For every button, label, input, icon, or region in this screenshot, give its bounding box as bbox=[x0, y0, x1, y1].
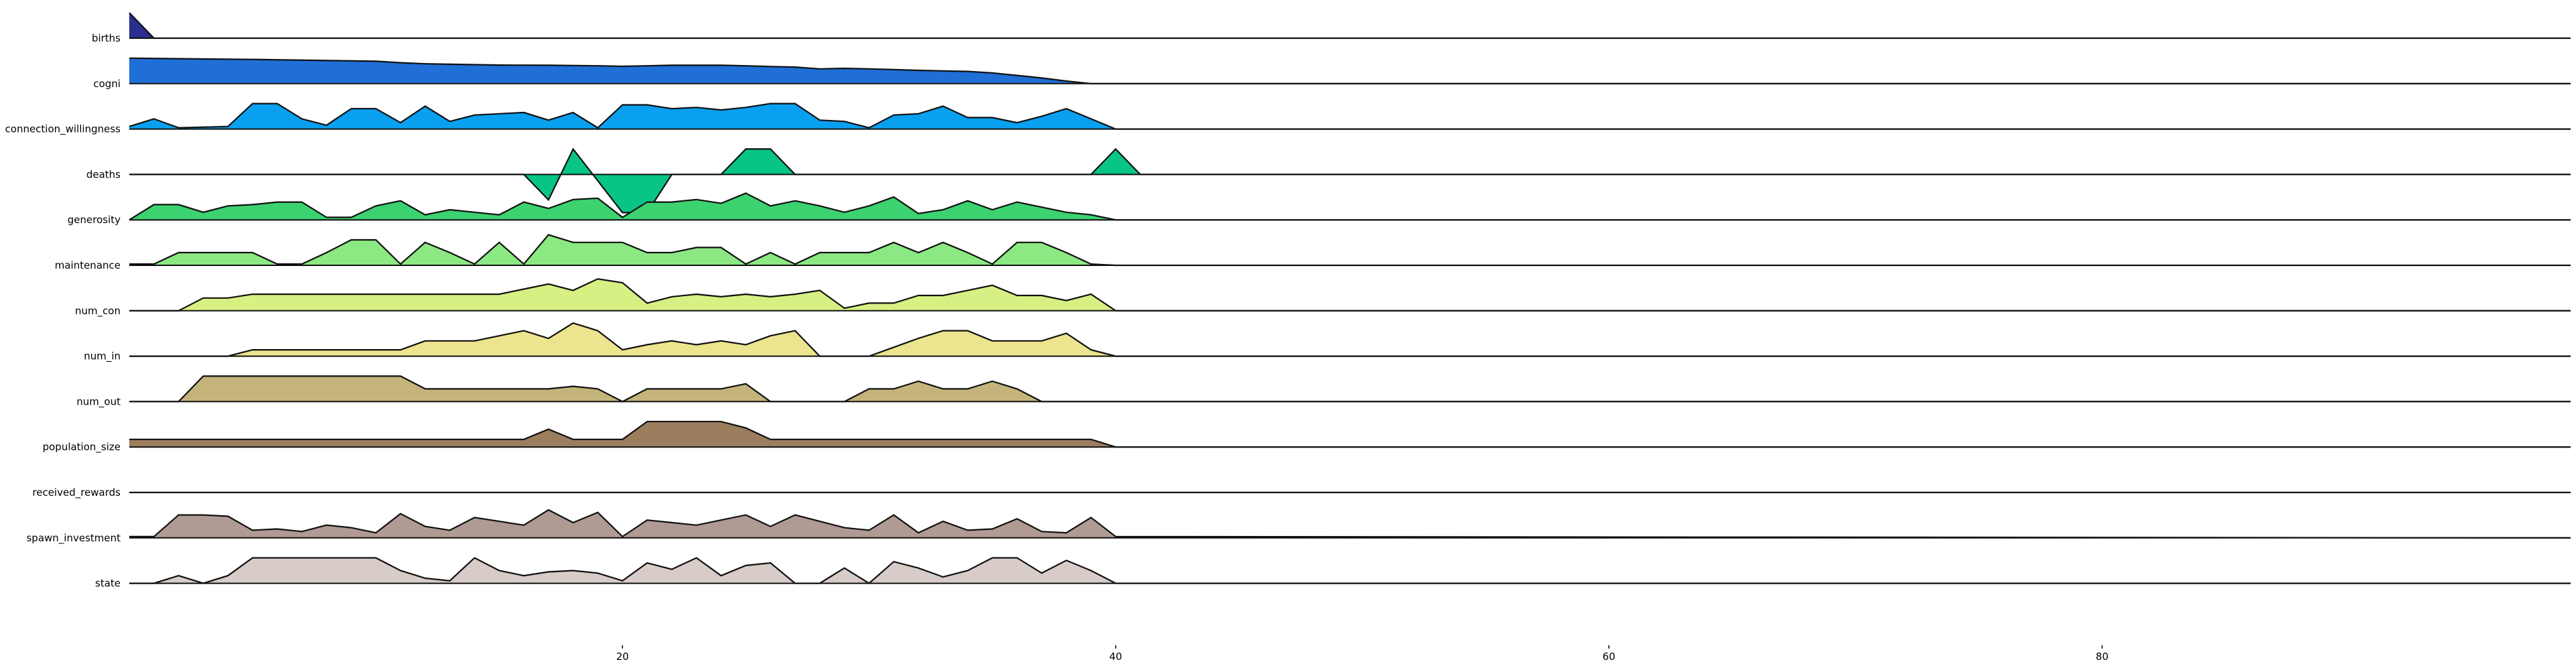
area-cogni bbox=[129, 58, 1091, 84]
line-generosity bbox=[129, 192, 2571, 221]
row-maintenance: maintenance bbox=[55, 234, 2571, 271]
area-maintenance bbox=[129, 234, 1116, 265]
x-axis: 20 40 60 80 bbox=[616, 645, 2108, 663]
row-label-num-con: num_con bbox=[75, 305, 121, 318]
area-deaths bbox=[129, 149, 2571, 213]
row-population-size: population_size bbox=[43, 421, 2571, 454]
line-spawn-investment bbox=[129, 509, 2571, 539]
area-num-con bbox=[129, 279, 1116, 311]
row-label-received-rewards: received_rewards bbox=[32, 486, 121, 499]
line-maintenance bbox=[129, 234, 2571, 267]
line-num-out bbox=[129, 375, 2571, 403]
x-tick-label: 40 bbox=[1109, 651, 1122, 663]
row-label-deaths: deaths bbox=[86, 168, 121, 180]
area-generosity bbox=[129, 193, 1116, 220]
x-tick-label: 20 bbox=[616, 651, 629, 663]
row-state: state bbox=[95, 557, 2571, 590]
line-births bbox=[129, 12, 2571, 40]
row-label-births: births bbox=[92, 32, 121, 44]
area-connection-willingness bbox=[129, 103, 1116, 129]
line-num-in bbox=[129, 322, 2571, 357]
x-tick-label: 60 bbox=[1603, 651, 1616, 663]
line-num-con bbox=[129, 278, 2571, 312]
row-label-cogni: cogni bbox=[93, 78, 121, 90]
row-deaths: deaths bbox=[86, 147, 2571, 214]
row-spawn-investment: spawn_investment bbox=[26, 509, 2571, 545]
row-num-out: num_out bbox=[76, 375, 2571, 408]
row-connection-willingness: connection_willingness bbox=[5, 103, 2571, 136]
line-population-size bbox=[129, 421, 2571, 448]
row-label-spawn-investment: spawn_investment bbox=[26, 532, 121, 545]
row-label-num-out: num_out bbox=[76, 395, 121, 408]
x-tick-label: 80 bbox=[2096, 651, 2108, 663]
row-label-maintenance: maintenance bbox=[55, 259, 121, 271]
row-cogni: cogni bbox=[93, 57, 2571, 90]
line-state bbox=[129, 557, 2571, 584]
row-label-state: state bbox=[95, 578, 121, 590]
row-num-in: num_in bbox=[84, 322, 2571, 363]
row-label-population-size: population_size bbox=[43, 441, 121, 454]
row-label-generosity: generosity bbox=[68, 214, 121, 226]
row-received-rewards: received_rewards bbox=[32, 486, 2571, 499]
area-population-size bbox=[129, 421, 1116, 448]
line-cogni bbox=[129, 57, 2571, 84]
row-label-connection-willingness: connection_willingness bbox=[5, 123, 121, 136]
row-births: births bbox=[92, 12, 2571, 44]
area-num-out bbox=[129, 376, 1042, 402]
area-spawn-investment bbox=[129, 510, 1116, 538]
line-connection-willingness bbox=[129, 103, 2571, 130]
row-num-con: num_con bbox=[75, 278, 2571, 318]
area-state bbox=[129, 557, 1116, 584]
line-deaths bbox=[129, 147, 2571, 214]
row-generosity: generosity bbox=[68, 192, 2571, 226]
row-label-num-in: num_in bbox=[84, 350, 121, 363]
area-births bbox=[129, 13, 2571, 38]
area-num-in bbox=[129, 323, 1116, 356]
